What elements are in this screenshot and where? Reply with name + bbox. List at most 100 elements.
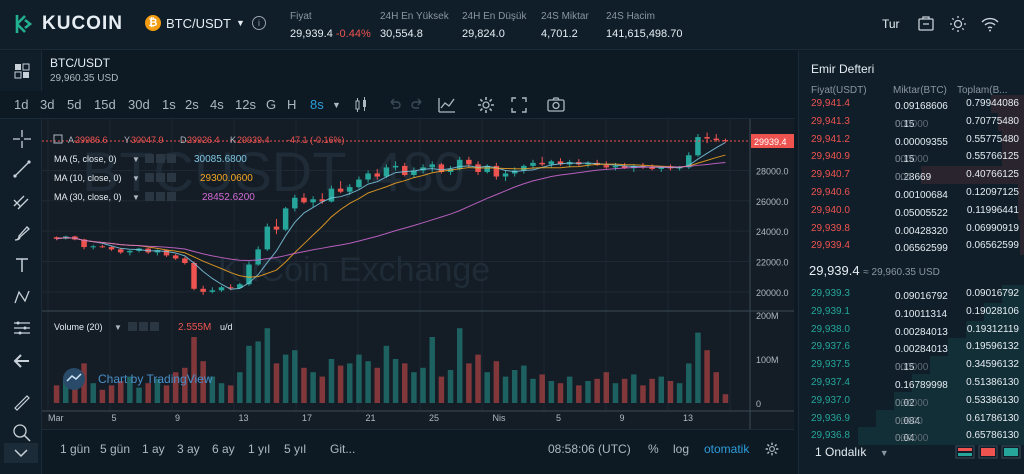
candle-body (127, 250, 133, 253)
percent-toggle[interactable]: % (648, 442, 659, 456)
arrow-left-icon[interactable] (12, 351, 32, 371)
price-chart[interactable]: 28000.0 26000.0 24000.0 22000.0 20000.0 BTCUS… (42, 119, 794, 429)
depth-bar (948, 338, 1024, 357)
bid-row[interactable]: 29,939.1 0.10011314 0.19028106 (799, 302, 1024, 321)
ma-legend-button (156, 154, 165, 163)
candle-body (557, 161, 564, 165)
bid-row[interactable]: 29,937.6 0.00284013 0.19596132 (799, 338, 1024, 357)
volume-legend-label: Volume (20) (54, 322, 103, 332)
ask-row[interactable]: 29,940.6 0.00100684 0.12097125 (799, 184, 1024, 202)
pair-selector[interactable]: ₿ BTC/USDT ▼ (145, 15, 245, 31)
bid-row[interactable]: 29,936.9 0.084 00000 0.61786130 (799, 409, 1024, 428)
chart-settings-icon[interactable] (764, 441, 780, 457)
log-toggle[interactable]: log (673, 442, 690, 456)
ask-row[interactable]: 29,941.2 0.00009355 0.55775480 (799, 130, 1024, 149)
range-5y[interactable]: 5 yıl (284, 442, 307, 456)
text-tool-icon[interactable] (12, 255, 32, 275)
layout-grid-icon[interactable] (12, 61, 32, 81)
timeframe-12s[interactable]: 12s (235, 97, 256, 112)
order-book: Emir Defteri Fiyat(USDT) Miktar(BTC) Top… (798, 51, 1024, 474)
bid-row[interactable]: 29,937.5 0.15 000000 0.34596132 (799, 356, 1024, 374)
undo-icon[interactable] (386, 97, 402, 113)
bid-row[interactable]: 29,938.0 0.00284013 0.19312119 (799, 320, 1024, 339)
candle-type-icon[interactable] (352, 96, 370, 114)
chart-canvas[interactable]: 28000.026000.024000.022000.020000.0BTCUS… (42, 119, 794, 429)
volume-bar (383, 345, 390, 403)
ask-row[interactable]: 29,940.7 0.28669 000 0.40766125 (799, 166, 1024, 184)
ohlc-key-A: A (68, 135, 74, 145)
goto-date[interactable]: Git... (330, 442, 356, 456)
ask-price: 29,939.8 (811, 222, 850, 234)
settings-gear-icon[interactable] (476, 95, 496, 115)
ask-row[interactable]: 29,939.4 0.06562599 0.06562599 (799, 237, 1024, 256)
crosshair-icon[interactable] (12, 129, 32, 149)
decimal-label: 1 Ondalık (815, 445, 867, 459)
range-3m[interactable]: 3 ay (177, 442, 200, 456)
pattern-icon[interactable] (12, 287, 32, 307)
timeframe-H[interactable]: H (287, 97, 297, 112)
timeframe-15d[interactable]: 15d (94, 97, 116, 112)
theme-sun-icon[interactable] (949, 15, 967, 33)
volume-bar (521, 365, 527, 403)
book-view-toggle[interactable] (955, 445, 1021, 459)
timeframe-3d[interactable]: 3d (40, 97, 55, 112)
timeframe-G[interactable]: G (266, 97, 277, 112)
timeframe-8s[interactable]: 8s (310, 97, 324, 112)
depth-bar (893, 391, 1024, 410)
ask-price: 29,940.9 (811, 151, 850, 163)
candle-body (392, 165, 399, 168)
ask-row[interactable]: 29,940.0 0.05005522 0.11996441 (799, 201, 1024, 220)
stat-value: 29,939.4 (290, 28, 333, 40)
bid-row[interactable]: 29,939.3 0.09016792 0.09016792 (799, 285, 1024, 303)
range-5d[interactable]: 5 gün (100, 442, 131, 456)
timeframe-4s[interactable]: 4s (210, 97, 224, 112)
trend-line-icon[interactable] (12, 159, 32, 179)
collapse-chevron-icon[interactable] (4, 443, 38, 463)
ask-row[interactable]: 29,941.4 0.09168606 0.79944086 (799, 95, 1024, 113)
candle-body (401, 165, 408, 175)
range-6m[interactable]: 6 ay (212, 442, 235, 456)
orders-icon[interactable] (917, 15, 935, 33)
auto-toggle[interactable]: otomatik (704, 442, 750, 456)
timeframe-dropdown-icon[interactable]: ▼ (332, 100, 341, 110)
ask-row[interactable]: 29,940.9 0.15 000000 0.55766125 (799, 148, 1024, 167)
brush-icon[interactable] (12, 223, 32, 243)
bid-price: 29,937.4 (811, 377, 850, 388)
drawing-toolbar (0, 51, 42, 474)
range-1m[interactable]: 1 ay (142, 442, 165, 456)
range-1d[interactable]: 1 gün (60, 442, 91, 456)
volume-bar (649, 378, 655, 403)
info-icon[interactable]: i (252, 16, 266, 30)
decimal-selector[interactable]: 1 Ondalık ▼ (815, 445, 889, 459)
indicators-icon[interactable] (437, 96, 457, 114)
ask-row[interactable]: 29,939.8 0.00428320 0.06990919 (799, 219, 1024, 238)
kucoin-logo[interactable]: KUCOIN (14, 13, 123, 35)
bid-row[interactable]: 29,936.8 0.04 000000 0.65786130 (799, 427, 1024, 446)
fib-tool-icon[interactable] (12, 191, 32, 211)
y-tick-label: 26000.0 (756, 197, 789, 207)
redo-icon[interactable] (410, 97, 426, 113)
candle-body (356, 179, 362, 188)
ask-row[interactable]: 29,941.3 0.15 000000 0.70775480 (799, 112, 1024, 131)
timeframe-2s[interactable]: 2s (185, 97, 199, 112)
timeframe-30d[interactable]: 30d (128, 97, 150, 112)
ask-price: 29,940.6 (811, 187, 850, 198)
candle-body (686, 155, 692, 168)
fullscreen-icon[interactable] (510, 96, 528, 114)
ruler-icon[interactable] (12, 393, 32, 413)
candle-body (548, 161, 555, 165)
volume-bar (246, 345, 252, 403)
candle-body (81, 239, 87, 248)
timeframe-1d[interactable]: 1d (14, 97, 29, 112)
bid-row[interactable]: 29,937.0 0.02 000000 0.53386130 (799, 391, 1024, 410)
bid-row[interactable]: 29,937.4 0.16789998 0.51386130 (799, 374, 1024, 392)
range-1y[interactable]: 1 yıl (248, 442, 271, 456)
camera-icon[interactable] (546, 96, 566, 114)
ask-total: 0.70775480 (966, 115, 1019, 127)
language-selector[interactable]: Tur (882, 17, 900, 31)
zoom-icon[interactable] (12, 423, 32, 443)
timeframe-5d[interactable]: 5d (67, 97, 82, 112)
timeframe-1s[interactable]: 1s (162, 97, 176, 112)
depth-bar (984, 302, 1024, 321)
measure-icon[interactable] (12, 318, 32, 338)
